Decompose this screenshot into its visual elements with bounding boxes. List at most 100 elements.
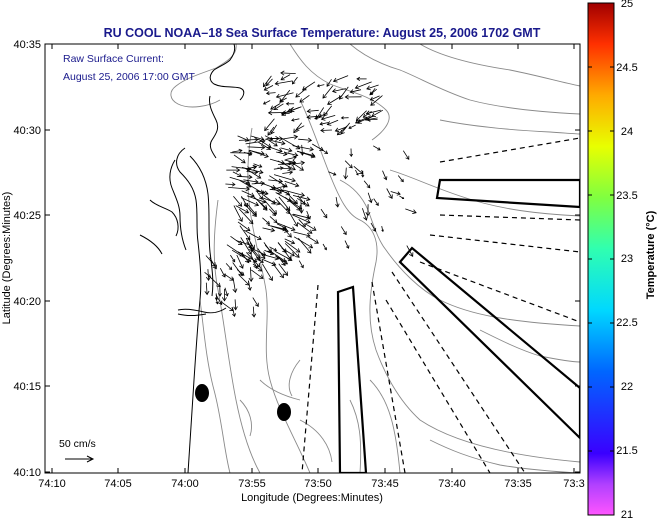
current-vector [226,168,239,172]
current-vector [345,95,361,99]
boundary-polygon-south [338,287,366,473]
colorbar-tick-label: 23.5 [616,190,637,202]
y-tick-label: 40:20 [13,296,41,308]
marker-dot [195,384,209,402]
current-vector [228,187,249,191]
current-vector [239,275,249,285]
current-vector [296,88,306,97]
current-vector [350,149,353,157]
current-vector [373,146,380,150]
current-vector [233,172,241,177]
boundary-polygon-east [400,248,580,438]
current-vector [227,245,244,256]
current-vector [287,102,295,105]
current-vector [399,196,403,199]
current-vector [218,287,221,296]
current-vector [233,278,237,293]
current-vector [282,171,292,175]
area-boundaries [338,180,580,473]
current-vector [403,151,409,160]
dashed-sector-lines [302,138,580,473]
current-vector [269,147,282,152]
current-vector [234,299,238,309]
current-vector [274,167,283,170]
colorbar-tick-label: 21.5 [616,445,637,457]
current-vector [270,159,284,164]
current-vector [226,263,232,269]
map-plot [140,44,580,473]
current-vector [270,216,277,222]
current-vector [298,138,311,142]
current-vector [281,75,290,80]
x-axis-label: Longitude (Degrees:Minutes) [241,492,383,504]
current-vector [324,106,332,116]
current-vector [291,107,302,112]
current-vector [238,222,250,231]
current-vector [345,161,352,168]
x-tick-label: 73:45 [371,478,399,490]
surface-current-vectors [205,71,417,317]
current-vector [315,117,322,120]
colorbar-tick-label: 25 [621,0,633,10]
marker-dot [277,403,291,421]
current-vector [405,209,416,214]
current-vector [387,189,393,199]
current-vector [275,81,292,86]
chart-title: RU COOL NOAA–18 Sea Surface Temperature:… [104,26,541,40]
current-vector [281,71,296,75]
current-vector [248,145,265,149]
current-vector [283,135,298,139]
colorbar-tick-label: 21 [621,509,633,518]
current-vector [272,263,283,278]
current-vector [275,199,289,214]
colorbar-tick-labels: 25 24.5 24 23.5 23 22.5 22 21.5 21 [616,0,637,518]
current-label-line2: August 25, 2006 17:00 GMT [63,71,196,83]
current-vector [261,197,280,205]
current-vector [296,126,304,131]
x-tick-label: 73:3 [563,478,584,490]
scale-arrow [65,456,93,462]
current-vector [345,241,349,249]
current-vector [287,208,298,227]
x-tick-label: 74:05 [104,478,132,490]
current-vector [292,77,297,84]
current-vector [323,86,333,98]
current-vector [342,117,349,120]
current-vector [327,120,338,125]
current-vector [267,92,276,95]
current-vector [349,125,356,129]
current-vector [234,155,245,163]
current-vector [266,79,272,86]
current-vector [220,268,225,277]
current-vector [253,298,258,307]
current-vector [248,281,252,291]
colorbar-label: Temperature (°C) [645,210,657,299]
colorbar-tick-label: 22.5 [616,317,637,329]
current-vector [249,267,253,281]
current-vector [308,237,318,243]
current-vector [240,180,251,187]
current-vector [237,255,244,268]
x-tick-label: 74:10 [38,478,66,490]
current-vector [383,171,387,180]
plot-frame [45,44,580,473]
current-vector [321,128,332,132]
current-vector [321,209,327,218]
current-vector [307,109,318,113]
current-vector [318,84,325,87]
current-vector [234,206,243,222]
y-tick-label: 40:10 [13,467,41,479]
current-vector [300,95,309,102]
current-vector [341,226,346,234]
current-vector [323,244,327,250]
current-vector [333,89,346,93]
x-tick-label: 73:35 [504,478,532,490]
current-vector [237,270,244,276]
current-vector [368,193,372,203]
current-vector [370,96,379,101]
current-vector [367,85,379,90]
current-vector [357,77,367,81]
x-tick-label: 73:50 [304,478,332,490]
